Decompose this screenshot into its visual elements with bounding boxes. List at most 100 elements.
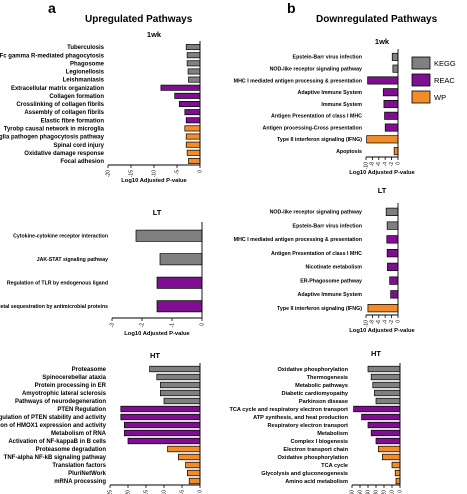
bar-wp [391,461,401,469]
bar-wp [367,303,399,313]
category-label: ATP synthesis, and heat production [253,415,348,421]
bar-wp [188,477,201,485]
bar-reac [386,248,399,258]
category-label: Adaptive Immune System [298,292,363,298]
chart-subtitle: 1wk [147,30,162,39]
bar-reac [184,109,201,116]
category-label: Regulation of PTEN stability and activit… [0,415,107,421]
bar-reac [375,437,401,445]
category-label: Diabetic cardiomyopathy [281,391,348,397]
x-tick-label: -6 [376,162,382,167]
category-label: Amyotrophic lateral sclerosis [22,391,107,397]
bar-reac [361,413,401,421]
category-label: Pathways of neurodegeneration [15,399,106,405]
bar-reac [156,300,203,313]
x-tick-label: -8 [370,162,376,167]
bar-kegg [385,207,399,217]
category-label: Epstein-Barr virus infection [293,223,362,229]
x-tick-label: -2 [389,162,395,167]
chart-b-1wk: 1wk Epstein-Barr virus infection NOD-like … [234,37,416,176]
legend-swatch-wp [411,90,431,104]
chart-subtitle: LT [378,186,387,195]
x-tick-label: -3 [109,323,115,328]
x-tick-label: -5 [179,490,185,494]
category-label: Metal sequestration by antimicrobial pro… [0,304,108,310]
category-label: TNF-alpha NF-kB signaling pathway [4,455,107,461]
panel-a-letter: a [48,0,56,16]
bar-reac [370,429,401,437]
category-label: Protein processing in ER [35,383,107,389]
bar-kegg [156,373,201,381]
category-label: Tyrobp causal network in microglia [4,127,105,133]
category-label: Parkinson disease [299,399,348,405]
category-label: MHC I mediated antigen processing & pres… [234,237,362,243]
bar-reac [383,99,399,109]
bar-reac [382,88,399,97]
bar-reac [185,117,201,124]
x-axis-label: Log10 Adjusted P-value [349,328,415,334]
bar-wp [186,149,201,156]
bar-wp [382,453,401,461]
bar-wp [178,453,201,461]
x-tick-label: -8 [370,320,376,325]
x-tick-label: -15 [143,490,149,494]
category-label: Proteasome degradation [36,447,107,453]
category-label: Collagen formation [49,94,104,100]
x-tick-label: 0 [197,170,203,173]
bar-kegg [159,253,203,266]
bar-kegg [160,389,201,397]
category-label: Metabolic pathways [295,383,348,389]
category-label: Respiratory electron transport [267,423,348,429]
category-label: Cytokine-cytokine receptor interaction [13,234,108,240]
category-label: Focal adhesion [60,159,104,165]
bar-kegg [374,389,401,397]
bar-wp [167,445,201,453]
bar-reac [384,111,399,120]
legend-swatch-reac [411,73,431,87]
bar-reac [390,290,399,299]
bar-wp [395,477,401,485]
x-tick-label: -10 [363,162,369,169]
bar-wp [184,125,201,132]
x-tick-label: 0 [395,162,401,165]
x-tick-label: -1 [169,323,175,328]
category-label: Oxidative phosphorylation [277,455,348,461]
x-tick-label: -10 [151,170,157,177]
category-label: Adaptive Immune System [298,90,363,96]
bar-kegg [367,365,401,373]
chart-subtitle: 1wk [375,37,390,46]
legend-swatch-kegg [411,56,431,70]
x-tick-label: -4 [383,320,389,325]
chart-a-lt: LT Cytokine-cytokine receptor interaction… [0,208,205,337]
category-label: Amino acid metabolism [285,479,348,485]
category-label: Immune System [321,102,362,108]
category-label: PluriNetWork [68,471,107,477]
bar-reac [389,276,399,285]
category-label: Type II interferon signaling (IFNG) [277,137,362,143]
bar-reac [156,276,203,289]
legend: KEGG REAC WP [411,56,456,104]
chart-subtitle: LT [153,208,162,217]
category-label: Spinocerebellar ataxia [42,375,106,381]
panel-b-letter: b [287,0,296,16]
category-label: Elastic fibre formation [41,118,105,124]
category-label: Extracellular matrix organization [11,86,104,92]
category-label: Type II interferon signaling (IFNG) [277,306,362,312]
bar-wp [393,147,399,156]
category-label: Spinal cord injury [53,143,104,149]
category-label: Phagosome [70,61,105,67]
bar-reac [174,92,201,99]
category-label: Tuberculosis [67,45,105,51]
bar-reac [120,405,201,413]
category-label: Antigen Presentation of class I MHC [271,114,362,120]
category-label: Metabolism [317,431,348,437]
bar-wp [187,469,201,477]
x-tick-label: -5 [174,170,180,175]
bar-kegg [187,68,201,75]
bar-reac [367,421,401,429]
category-label: Activation of NF-kappaB in B cells [8,439,106,445]
x-tick-label: -25 [107,490,113,494]
category-label: Leishmaniasis [63,78,105,84]
category-label: Glycolysis and gluconeogenesis [261,471,348,477]
